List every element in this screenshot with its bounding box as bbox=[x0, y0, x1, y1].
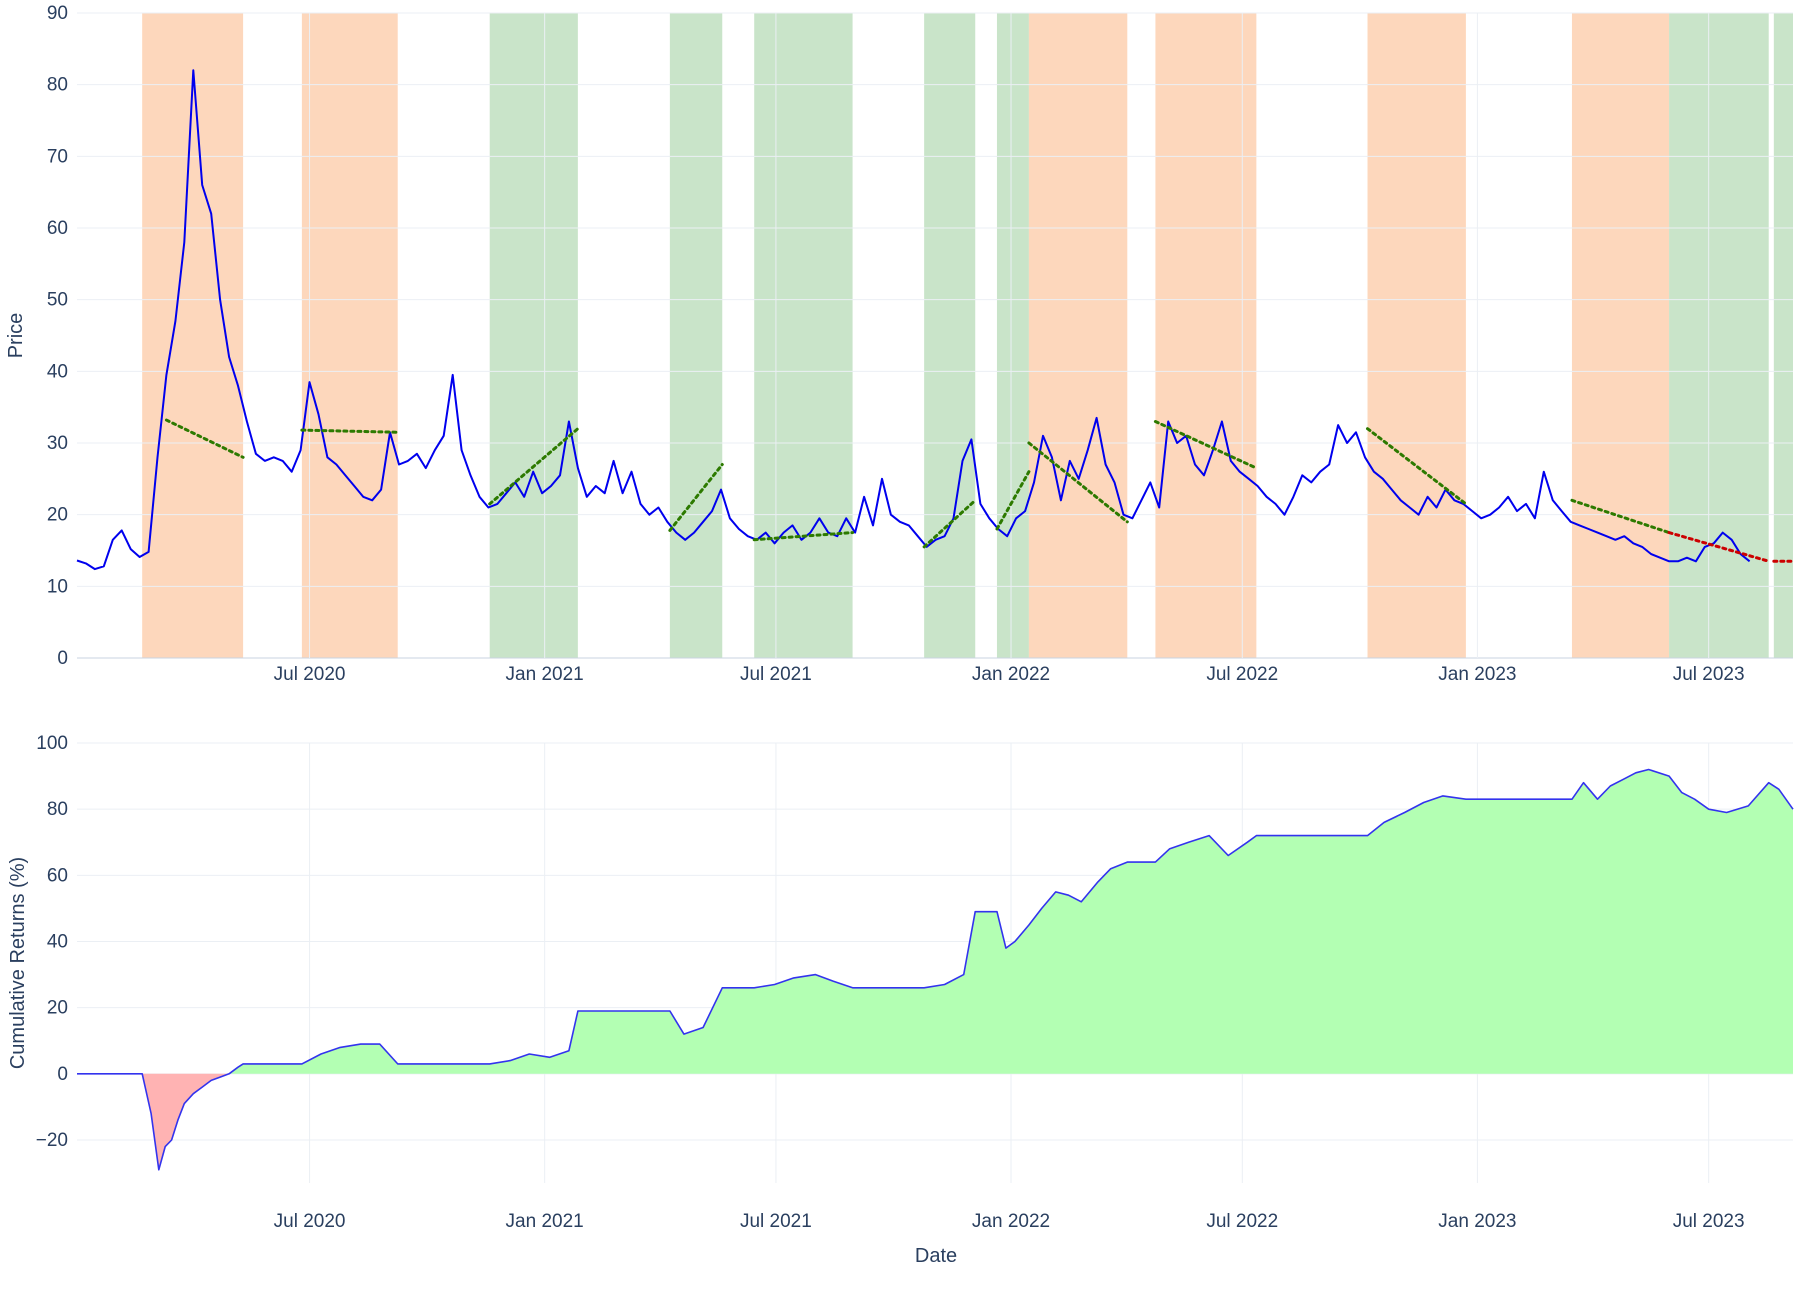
region-short-1 bbox=[301, 13, 398, 658]
trade-line-6 bbox=[995, 470, 1031, 531]
trade-line-8 bbox=[1153, 420, 1258, 470]
x-tick-label: Jan 2023 bbox=[1438, 664, 1516, 685]
trade-line-5 bbox=[922, 498, 977, 549]
region-long-3 bbox=[669, 13, 723, 658]
region-long-12 bbox=[1773, 13, 1793, 658]
returns-panel: −20 0 20 40 60 80 100 Jul 2020 Jan 2021 Jul 2021 J… bbox=[7, 733, 1794, 1267]
y-tick-label: 90 bbox=[47, 3, 68, 24]
trade-line-11 bbox=[1667, 531, 1771, 563]
region-long-11 bbox=[1669, 13, 1769, 658]
y-tick-label: 60 bbox=[47, 218, 68, 239]
x-tick-label: Jul 2022 bbox=[1206, 664, 1278, 685]
y-tick-label: 40 bbox=[47, 361, 68, 382]
region-short-9 bbox=[1367, 13, 1466, 658]
returns-line bbox=[77, 768, 1794, 1171]
y-axis-title: Cumulative Returns (%) bbox=[7, 857, 29, 1069]
x-tick-label: Jan 2022 bbox=[972, 1211, 1050, 1232]
x-tick-label: Jan 2021 bbox=[506, 1211, 584, 1232]
negative-area-0 bbox=[142, 1073, 230, 1170]
y-tick-label: 0 bbox=[57, 648, 68, 669]
trade-line-0 bbox=[164, 418, 245, 459]
y-axis-title: Price bbox=[5, 313, 27, 359]
x-tick-label: Jul 2023 bbox=[1673, 1211, 1745, 1232]
x-tick-label: Jan 2023 bbox=[1438, 1211, 1516, 1232]
region-long-5 bbox=[924, 13, 976, 658]
y-tick-label: 60 bbox=[47, 865, 68, 886]
x-tick-label: Jul 2023 bbox=[1673, 664, 1745, 685]
region-long-4 bbox=[754, 13, 853, 658]
y-tick-label: 80 bbox=[47, 75, 68, 96]
y-tick-label: 40 bbox=[47, 931, 68, 952]
trade-line-4 bbox=[752, 531, 855, 542]
trade-line-7 bbox=[1027, 441, 1129, 524]
y-tick-label: 20 bbox=[47, 505, 68, 526]
x-tick-label: Jul 2020 bbox=[274, 1211, 346, 1232]
region-long-6 bbox=[996, 13, 1029, 658]
y-tick-label: 50 bbox=[47, 290, 68, 311]
y-tick-label: 80 bbox=[47, 799, 68, 820]
trade-line-10 bbox=[1570, 498, 1671, 535]
region-short-10 bbox=[1571, 13, 1670, 658]
trade-line-9 bbox=[1366, 427, 1468, 506]
region-short-0 bbox=[142, 13, 244, 658]
y-tick-label: 30 bbox=[47, 433, 68, 454]
x-tick-label: Jul 2021 bbox=[740, 1211, 812, 1232]
region-long-2 bbox=[489, 13, 578, 658]
x-tick-label: Jan 2021 bbox=[506, 664, 584, 685]
y-tick-label: 20 bbox=[47, 998, 68, 1019]
y-tick-label: 10 bbox=[47, 576, 68, 597]
x-tick-label: Jul 2022 bbox=[1206, 1211, 1278, 1232]
y-tick-label: −20 bbox=[36, 1130, 68, 1151]
x-tick-label: Jul 2021 bbox=[740, 664, 812, 685]
price-line bbox=[76, 69, 1751, 571]
y-tick-label: 100 bbox=[36, 733, 68, 754]
y-tick-label: 70 bbox=[47, 146, 68, 167]
x-tick-label: Jan 2022 bbox=[972, 664, 1050, 685]
y-tick-label: 0 bbox=[57, 1064, 68, 1085]
trade-line-2 bbox=[488, 427, 580, 506]
trade-line-1 bbox=[300, 428, 400, 434]
region-short-7 bbox=[1028, 13, 1128, 658]
region-short-8 bbox=[1155, 13, 1257, 658]
trade-line-3 bbox=[668, 463, 724, 532]
price-panel: 0 10 20 30 40 50 60 70 80 90 Jul 2020 Jan 2021 Jul 2… bbox=[5, 3, 1795, 685]
x-axis-title: Date bbox=[915, 1245, 957, 1267]
x-tick-label: Jul 2020 bbox=[274, 664, 346, 685]
positive-area-0 bbox=[229, 769, 1794, 1074]
